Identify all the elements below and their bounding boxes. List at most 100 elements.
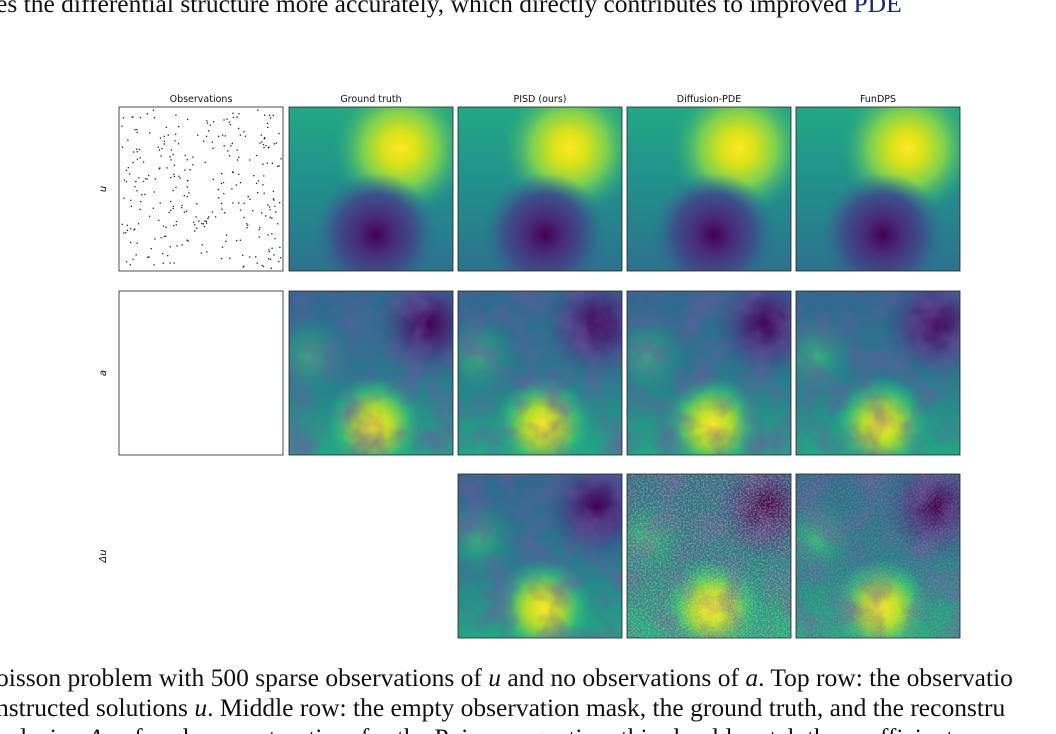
observation-dot bbox=[223, 145, 225, 147]
observation-dot bbox=[277, 165, 279, 168]
observation-dot bbox=[220, 182, 223, 185]
observation-dot bbox=[229, 257, 231, 259]
observation-dot bbox=[169, 156, 171, 158]
caption-line: nstructed solutions u. Middle row: the e… bbox=[0, 693, 1005, 722]
observation-dot bbox=[261, 141, 263, 143]
field-image bbox=[457, 473, 623, 639]
observation-dot bbox=[160, 155, 162, 157]
observation-dot bbox=[162, 225, 165, 227]
observation-dot bbox=[130, 241, 132, 244]
observation-dot bbox=[227, 150, 229, 152]
observation-dot bbox=[273, 199, 275, 201]
observation-dot bbox=[236, 116, 238, 118]
observation-dot bbox=[221, 246, 224, 248]
observation-dot bbox=[228, 121, 230, 123]
observation-dot bbox=[195, 216, 197, 218]
observation-dot bbox=[278, 132, 280, 135]
observation-dot bbox=[221, 208, 223, 210]
observation-dot bbox=[258, 229, 260, 231]
observation-dot bbox=[170, 209, 172, 212]
observation-dot bbox=[148, 215, 151, 217]
observation-dot bbox=[193, 230, 196, 232]
observation-dot bbox=[175, 220, 178, 223]
observation-dot bbox=[121, 146, 124, 148]
observation-dot bbox=[125, 181, 128, 183]
observation-dot bbox=[275, 211, 277, 213]
observation-dot bbox=[212, 178, 214, 180]
observation-dot bbox=[129, 264, 131, 266]
observation-dot bbox=[272, 114, 274, 117]
column-title: Observations bbox=[170, 94, 233, 105]
observation-dot bbox=[173, 262, 175, 264]
observation-dot bbox=[181, 204, 183, 207]
observation-dot bbox=[202, 140, 205, 142]
row-label: a bbox=[98, 370, 109, 376]
observation-dot bbox=[205, 135, 208, 138]
observation-dot bbox=[129, 228, 132, 230]
observation-dot bbox=[136, 190, 138, 192]
observation-dot bbox=[226, 118, 228, 120]
observation-dot bbox=[247, 195, 249, 198]
observation-dot bbox=[125, 231, 127, 234]
observation-dot bbox=[263, 137, 266, 140]
observation-dot bbox=[181, 244, 183, 246]
observation-dot bbox=[134, 186, 136, 188]
observation-dot bbox=[223, 193, 225, 195]
observation-dot bbox=[249, 256, 251, 258]
observation-dot bbox=[158, 168, 160, 170]
observation-dot bbox=[163, 235, 166, 238]
caption-math: u bbox=[194, 693, 207, 722]
observation-dot bbox=[206, 251, 208, 253]
observation-dot bbox=[136, 128, 138, 131]
column-title: FunDPS bbox=[860, 94, 896, 105]
panel-frame bbox=[626, 290, 792, 456]
observation-dot bbox=[136, 151, 138, 153]
observation-dot bbox=[172, 205, 175, 207]
observation-dot bbox=[169, 262, 171, 264]
observation-dot bbox=[165, 226, 167, 228]
observation-dot bbox=[135, 254, 137, 256]
observation-dot bbox=[261, 212, 263, 214]
observation-dot bbox=[243, 216, 245, 219]
observation-dot bbox=[262, 184, 264, 186]
observation-dot bbox=[247, 224, 249, 226]
field-layer bbox=[458, 107, 622, 271]
observation-dot bbox=[235, 184, 237, 186]
observation-dot bbox=[131, 116, 133, 118]
observation-dot bbox=[257, 109, 259, 111]
observation-dot bbox=[246, 226, 248, 229]
observation-dot bbox=[238, 113, 240, 115]
observation-dot bbox=[262, 163, 264, 165]
caption-math: a bbox=[745, 663, 758, 692]
observation-dot bbox=[139, 208, 141, 211]
observation-dot bbox=[259, 227, 261, 229]
panel-frame bbox=[795, 473, 961, 639]
observation-dot bbox=[273, 254, 275, 256]
observation-dot bbox=[126, 224, 128, 227]
field-image bbox=[457, 106, 623, 272]
observation-dot bbox=[192, 156, 194, 158]
observation-dot bbox=[169, 246, 172, 248]
field-texture bbox=[289, 291, 453, 455]
observation-dot bbox=[178, 175, 180, 177]
observation-dot bbox=[132, 258, 134, 261]
link[interactable]: PDE bbox=[853, 0, 901, 18]
field-image bbox=[457, 290, 623, 456]
caption-math: Δu bbox=[86, 723, 115, 734]
observation-dot bbox=[136, 242, 138, 244]
observation-dot bbox=[220, 202, 223, 205]
observation-dot bbox=[267, 234, 269, 236]
observation-dot bbox=[196, 227, 198, 229]
panel-frame bbox=[626, 106, 792, 272]
field-noise bbox=[627, 474, 791, 638]
observation-dot bbox=[163, 143, 165, 145]
observation-dot bbox=[196, 203, 198, 205]
field-layer bbox=[796, 107, 960, 271]
observation-dot bbox=[206, 120, 208, 122]
observation-dot bbox=[203, 225, 206, 228]
observation-dot bbox=[265, 144, 267, 147]
observation-dot bbox=[279, 257, 282, 259]
field-texture bbox=[458, 474, 622, 638]
observation-dot bbox=[277, 223, 279, 225]
